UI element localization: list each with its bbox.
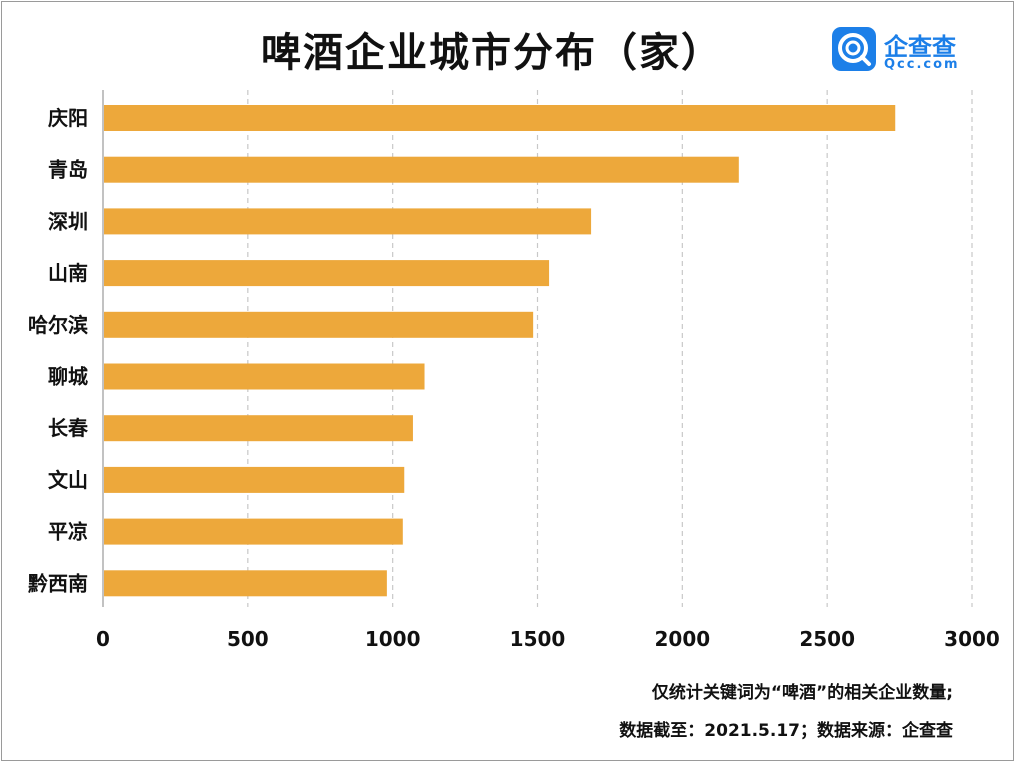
bar-chart: 0 500 1000 1500 2000 2500 3000 庆阳青岛深圳山南哈尔滨聊城长春文… <box>28 90 1000 651</box>
qcc-logo-icon <box>832 27 876 71</box>
x-tick-label-4: 2000 <box>654 627 710 651</box>
bar-4 <box>104 311 534 338</box>
category-label-7: 文山 <box>48 468 88 492</box>
bar-8 <box>104 518 403 545</box>
bar-1 <box>104 156 739 183</box>
category-label-5: 聊城 <box>48 365 88 389</box>
x-tick-label-3: 1500 <box>510 627 566 651</box>
category-label-6: 长春 <box>48 416 89 440</box>
x-tick-label-5: 2500 <box>799 627 855 651</box>
bar-5 <box>104 363 425 390</box>
qcc-logo-domain: Qcc.com <box>884 57 960 72</box>
qcc-logo: 企查查 Qcc.com <box>832 27 972 75</box>
x-tick-label-1: 500 <box>227 627 269 651</box>
bar-7 <box>104 466 405 493</box>
x-tick-label-0: 0 <box>96 627 110 651</box>
qcc-logo-name: 企查查 <box>884 33 956 61</box>
bar-6 <box>104 415 413 442</box>
category-label-3: 山南 <box>48 261 88 285</box>
category-label-2: 深圳 <box>48 209 88 233</box>
x-tick-label-6: 3000 <box>944 627 1000 651</box>
bar-0 <box>104 105 896 131</box>
footnote-source: 数据截至：2021.5.17；数据来源：企查查 <box>619 721 953 741</box>
category-label-4: 哈尔滨 <box>28 313 88 337</box>
chart-title: 啤酒企业城市分布（家） <box>261 30 723 76</box>
bar-9 <box>104 570 387 597</box>
footnote-scope: 仅统计关键词为“啤酒”的相关企业数量; <box>651 683 953 703</box>
category-label-8: 平凉 <box>48 520 88 544</box>
qcc-logo-mark <box>838 33 871 66</box>
x-tick-label-2: 1000 <box>365 627 421 651</box>
bar-3 <box>104 260 550 287</box>
category-label-0: 庆阳 <box>48 106 88 130</box>
bar-2 <box>104 208 592 235</box>
category-label-9: 黔西南 <box>28 571 88 595</box>
category-label-1: 青岛 <box>48 158 88 182</box>
